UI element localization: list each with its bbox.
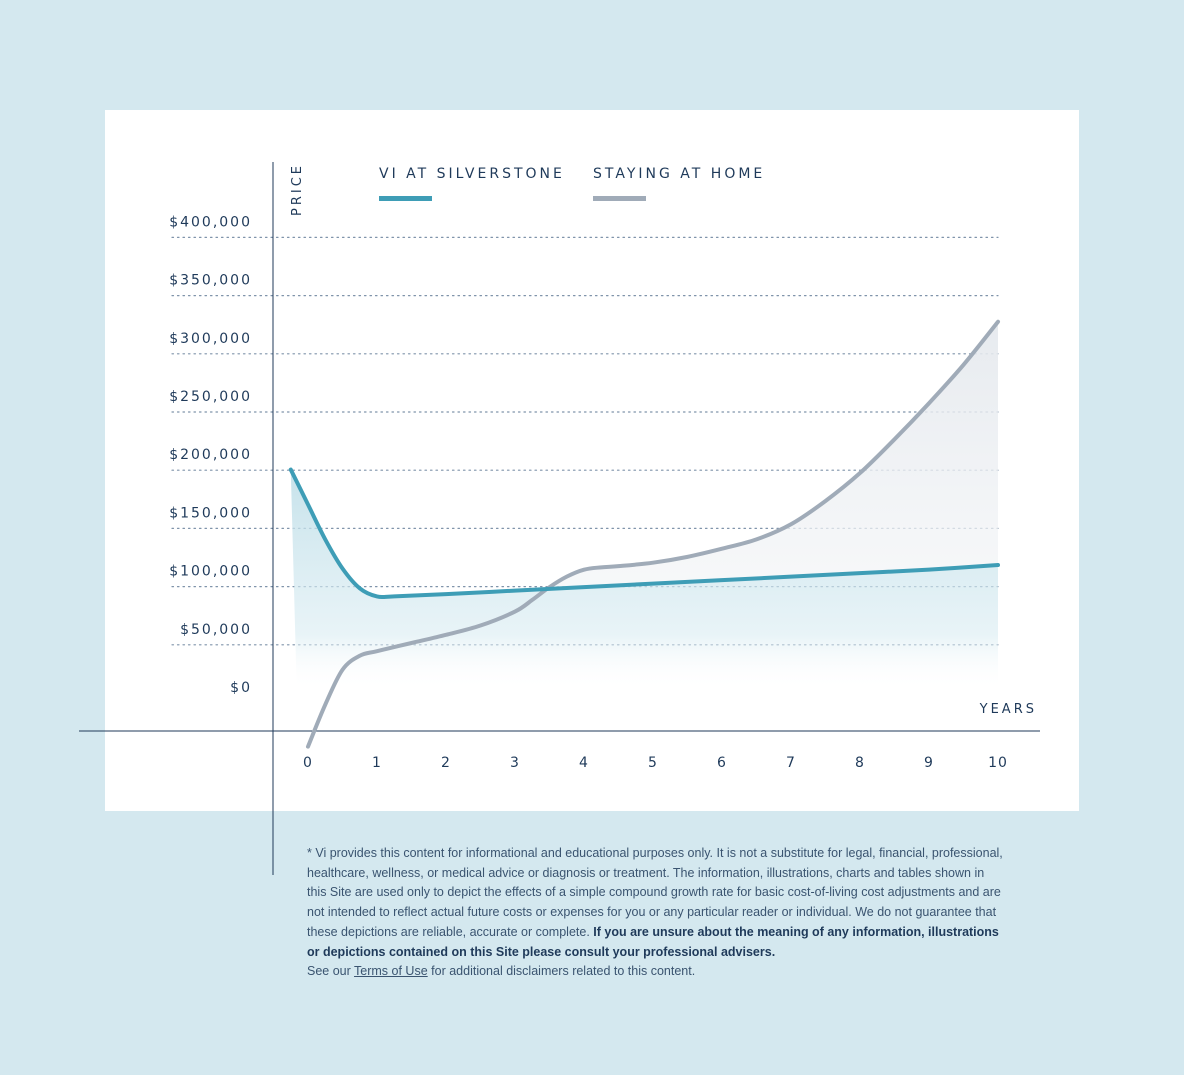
area-fills: [290, 321, 998, 690]
y-tick-label: $100,000: [169, 564, 252, 580]
terms-of-use-link[interactable]: Terms of Use: [354, 964, 428, 979]
x-tick-label: 3: [510, 755, 520, 771]
y-tick-label: $250,000: [169, 389, 252, 405]
series-line-vi-at-silverstone: [288, 467, 1000, 600]
disclaimer-bold: If you are unsure about the meaning of a…: [307, 924, 999, 959]
legend-label: STAYING AT HOME: [593, 166, 765, 182]
axes: [79, 162, 1040, 875]
y-tick-label: $150,000: [169, 505, 252, 521]
legend-swatch: [379, 196, 432, 201]
legend-swatch: [593, 196, 646, 201]
disclaimer: * Vi provides this content for informati…: [307, 844, 1007, 982]
series-lines: [288, 319, 1000, 749]
legend-label: VI AT SILVERSTONE: [379, 166, 565, 182]
home-area-fill: [549, 321, 998, 588]
x-tick-label: 6: [717, 755, 727, 771]
x-tick-label: 2: [441, 755, 451, 771]
y-tick-label: $300,000: [169, 331, 252, 347]
series-line-staying-at-home: [306, 319, 1000, 749]
y-tick-label: $200,000: [169, 447, 252, 463]
x-tick-label: 9: [924, 755, 934, 771]
y-axis-title: PRICE: [290, 163, 305, 216]
y-tick-label: $0: [230, 680, 252, 696]
disclaimer-see-suffix: for additional disclaimers related to th…: [431, 964, 696, 979]
x-tick-label: 0: [303, 755, 313, 771]
y-tick-label: $350,000: [169, 273, 252, 289]
x-tick-label: 8: [855, 755, 865, 771]
x-tick-label: 5: [648, 755, 658, 771]
disclaimer-see-prefix: See our: [307, 964, 351, 979]
x-tick-label: 10: [988, 755, 1008, 771]
disclaimer-intro: * Vi provides this content for informati…: [307, 846, 1003, 939]
y-tick-label: $50,000: [180, 622, 252, 638]
vi-area-fill: [290, 469, 998, 690]
y-tick-label: $400,000: [169, 214, 252, 230]
legend: VI AT SILVERSTONE STAYING AT HOME: [379, 166, 765, 201]
tick-labels: $0 $50,000 $100,000 $150,000 $200,000 $250,00…: [169, 163, 1037, 771]
x-tick-label: 1: [372, 755, 382, 771]
x-tick-label: 7: [786, 755, 796, 771]
x-axis-title: YEARS: [979, 702, 1037, 717]
x-tick-label: 4: [579, 755, 589, 771]
